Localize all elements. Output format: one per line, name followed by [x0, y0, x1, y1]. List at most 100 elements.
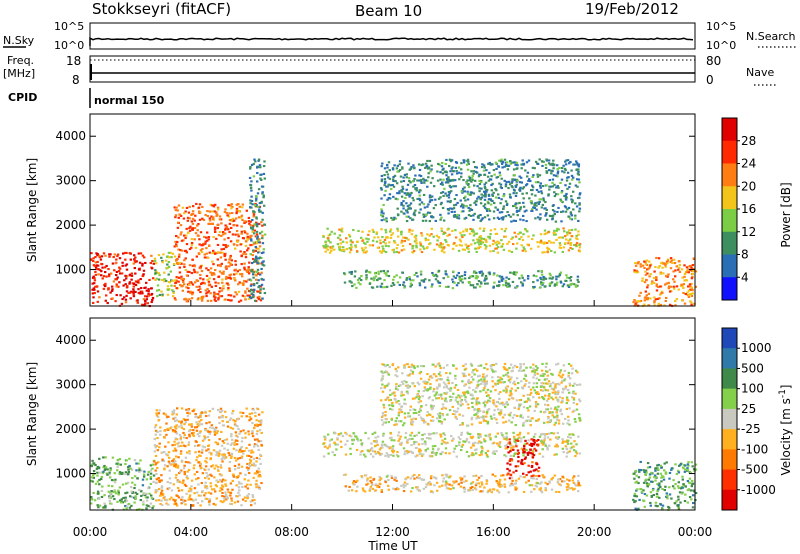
power-cell [251, 254, 254, 257]
power-cell [687, 294, 690, 297]
power-cell [454, 229, 457, 232]
velocity-cell [240, 415, 243, 418]
velocity-cell [121, 483, 125, 486]
power-cell [457, 171, 461, 174]
velocity-cell [221, 484, 224, 487]
velocity-cell [469, 433, 472, 436]
velocity-cell [400, 380, 404, 383]
velocity-cell [374, 452, 378, 455]
power-cell [487, 162, 490, 165]
velocity-cell [512, 455, 515, 458]
velocity-cell [409, 450, 412, 453]
velocity-cell [195, 421, 198, 424]
power-cell [222, 243, 225, 246]
velocity-cell [532, 477, 535, 480]
power-cell [489, 233, 492, 236]
power-cell [247, 247, 250, 250]
velocity-cell [184, 456, 188, 459]
velocity-cell [178, 472, 181, 475]
velocity-cell [204, 481, 207, 484]
velocity-cell [255, 479, 258, 482]
velocity-cell [189, 498, 193, 501]
power-cell [348, 251, 352, 254]
power-cell [124, 283, 127, 286]
power-cell [653, 270, 656, 273]
power-cell [239, 299, 243, 302]
power-cell [536, 241, 539, 244]
velocity-cell [242, 452, 245, 455]
power-cell [98, 269, 102, 272]
power-cell [491, 243, 495, 246]
velocity-cell [244, 485, 247, 488]
power-cell [479, 202, 483, 205]
velocity-cell [124, 505, 127, 508]
power-cell [322, 244, 325, 247]
power-cell [244, 291, 247, 294]
power-cell [494, 247, 497, 250]
velocity-cell [441, 451, 444, 454]
velocity-cell [534, 475, 538, 478]
velocity-cell [149, 482, 152, 485]
power-cell [184, 257, 187, 260]
power-cell [462, 206, 465, 209]
velocity-cell [240, 504, 243, 507]
power-cell [338, 228, 341, 231]
power-cell [249, 279, 253, 282]
power-cell [385, 272, 388, 275]
power-cell [330, 249, 333, 252]
velocity-cell [243, 449, 246, 452]
power-cell [549, 241, 553, 244]
power-cell [155, 289, 159, 292]
velocity-cell [435, 391, 438, 394]
velocity-cell [439, 367, 442, 370]
power-cell [689, 300, 692, 303]
velocity-cell [538, 452, 541, 455]
velocity-cell [521, 458, 524, 461]
velocity-cell [472, 453, 475, 456]
power-cell [235, 209, 239, 212]
power-cell [434, 278, 438, 281]
power-cell [473, 212, 476, 215]
power-cell [137, 281, 141, 284]
power-cell [370, 286, 374, 289]
power-cell [569, 212, 573, 215]
power-cell [238, 268, 241, 271]
velocity-cell [463, 475, 466, 478]
power-cell [370, 277, 373, 280]
power-cell [119, 272, 122, 275]
velocity-cell [433, 452, 436, 455]
power-cell [259, 166, 262, 169]
power-cell [205, 267, 208, 270]
power-cell [406, 205, 410, 208]
power-cell [456, 216, 459, 219]
velocity-cell [116, 469, 119, 472]
power-cell [410, 283, 413, 286]
power-cell [442, 277, 445, 280]
velocity-cell [489, 415, 493, 418]
power-cell [515, 210, 519, 213]
velocity-cell [348, 485, 351, 488]
power-cell [185, 274, 189, 277]
power-cell [552, 164, 555, 167]
power-cell [252, 162, 255, 165]
power-cell [488, 218, 491, 221]
power-cell [565, 238, 568, 241]
power-cell [166, 255, 169, 258]
power-cell [217, 275, 220, 278]
velocity-cell [515, 445, 518, 448]
velocity-cell [394, 420, 397, 423]
power-cell [556, 164, 559, 167]
power-cell [177, 248, 180, 251]
velocity-cell [213, 433, 217, 436]
power-cell [168, 281, 171, 284]
power-cell [383, 184, 386, 187]
velocity-cell [516, 465, 520, 468]
power-cell [97, 264, 100, 267]
velocity-cell [490, 491, 493, 494]
power-cell [394, 180, 397, 183]
power-cell [398, 163, 401, 166]
velocity-cell [173, 500, 177, 503]
power-cell [483, 227, 486, 230]
velocity-cell [455, 455, 458, 458]
velocity-cell [255, 483, 258, 486]
